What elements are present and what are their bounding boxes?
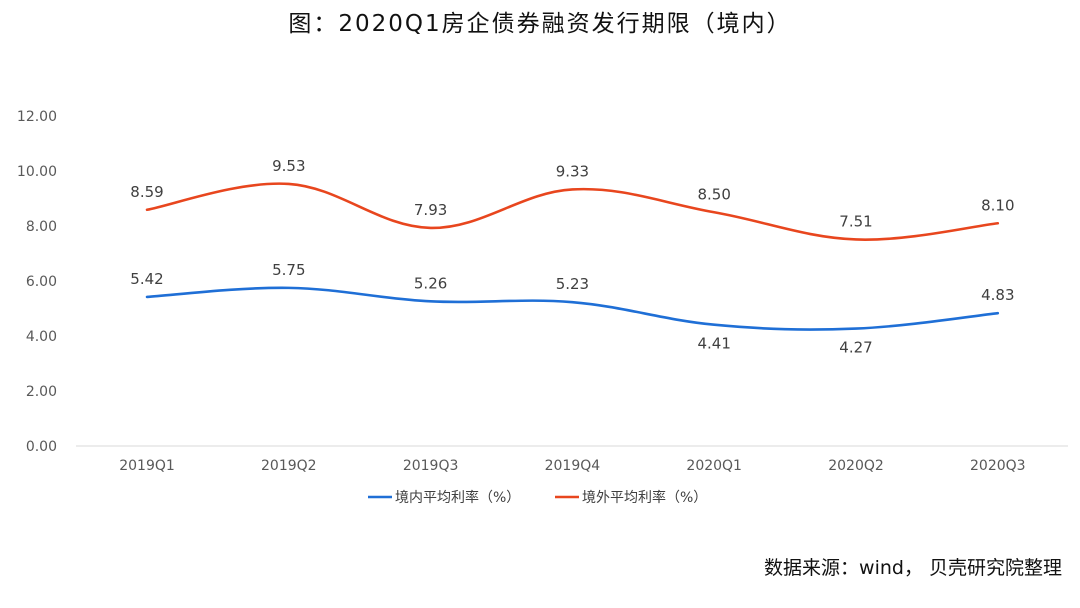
x-tick-label: 2019Q2 bbox=[261, 458, 317, 474]
data-label: 7.93 bbox=[414, 201, 447, 219]
data-label: 5.42 bbox=[130, 270, 163, 288]
source-note: 数据来源：wind， 贝壳研究院整理 bbox=[764, 557, 1062, 579]
data-label: 8.10 bbox=[981, 196, 1014, 214]
x-tick-label: 2020Q1 bbox=[686, 458, 742, 474]
y-tick-label: 4.00 bbox=[26, 329, 57, 345]
series-lines bbox=[145, 182, 1000, 331]
data-label: 5.75 bbox=[272, 261, 305, 279]
x-tick-label: 2020Q3 bbox=[970, 458, 1026, 474]
data-label: 9.53 bbox=[272, 157, 305, 175]
x-axis-ticks: 2019Q1 2019Q2 2019Q3 2019Q4 2020Q1 2020Q2 2020… bbox=[119, 458, 1025, 474]
x-tick-label: 2019Q4 bbox=[545, 458, 601, 474]
data-label: 7.51 bbox=[839, 212, 872, 230]
data-labels: 5.42 5.75 5.26 5.23 4.41 4.27 4.83 8.59 9.53 7.93… bbox=[130, 157, 1014, 357]
legend-label-1: 境内平均利率（%） bbox=[395, 489, 520, 506]
x-tick-label: 2020Q2 bbox=[828, 458, 884, 474]
data-label: 8.50 bbox=[697, 185, 730, 203]
data-label: 4.41 bbox=[697, 335, 730, 353]
y-tick-label: 0.00 bbox=[26, 439, 57, 455]
data-label: 4.83 bbox=[981, 286, 1014, 304]
data-label: 5.23 bbox=[556, 275, 589, 293]
y-tick-label: 8.00 bbox=[26, 219, 57, 235]
data-label: 4.27 bbox=[839, 339, 872, 357]
data-label: 9.33 bbox=[556, 162, 589, 180]
legend-label-2: 境外平均利率（%） bbox=[582, 489, 707, 506]
series-line-2 bbox=[145, 182, 1000, 241]
data-label: 8.59 bbox=[130, 183, 163, 201]
y-tick-label: 12.00 bbox=[17, 109, 57, 125]
series-line-1 bbox=[145, 286, 1000, 331]
x-tick-label: 2019Q3 bbox=[403, 458, 459, 474]
y-tick-label: 10.00 bbox=[17, 164, 57, 180]
y-axis-ticks: 0.00 2.00 4.00 6.00 8.00 10.00 12.00 bbox=[17, 109, 57, 455]
legend: 境内平均利率（%） 境外平均利率（%） bbox=[368, 489, 707, 506]
y-tick-label: 2.00 bbox=[26, 384, 57, 400]
data-label: 5.26 bbox=[414, 274, 447, 292]
x-tick-label: 2019Q1 bbox=[119, 458, 175, 474]
y-tick-label: 6.00 bbox=[26, 274, 57, 290]
chart-title: 图：2020Q1房企债券融资发行期限（境内） bbox=[288, 11, 792, 37]
